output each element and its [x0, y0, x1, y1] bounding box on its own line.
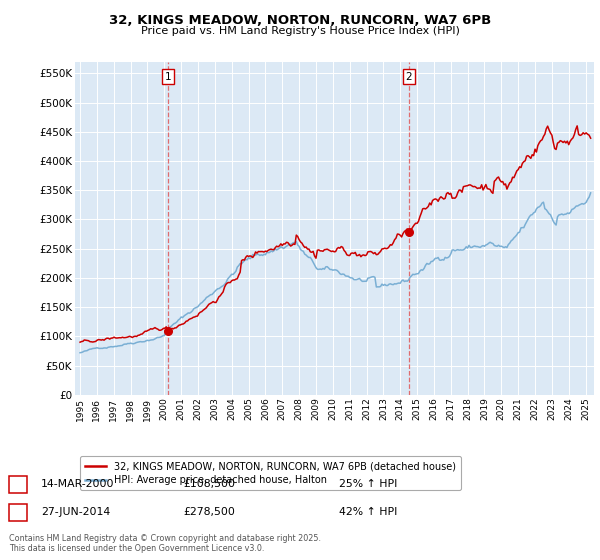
Text: 14-MAR-2000: 14-MAR-2000 — [41, 479, 115, 489]
Text: 1: 1 — [14, 479, 22, 489]
Text: Price paid vs. HM Land Registry's House Price Index (HPI): Price paid vs. HM Land Registry's House … — [140, 26, 460, 36]
Text: 2: 2 — [14, 507, 22, 517]
Legend: 32, KINGS MEADOW, NORTON, RUNCORN, WA7 6PB (detached house), HPI: Average price,: 32, KINGS MEADOW, NORTON, RUNCORN, WA7 6… — [80, 456, 461, 490]
Text: £278,500: £278,500 — [183, 507, 235, 517]
Text: Contains HM Land Registry data © Crown copyright and database right 2025.
This d: Contains HM Land Registry data © Crown c… — [9, 534, 321, 553]
Text: 32, KINGS MEADOW, NORTON, RUNCORN, WA7 6PB: 32, KINGS MEADOW, NORTON, RUNCORN, WA7 6… — [109, 14, 491, 27]
Text: 27-JUN-2014: 27-JUN-2014 — [41, 507, 110, 517]
Text: 1: 1 — [164, 72, 171, 82]
Text: 2: 2 — [406, 72, 412, 82]
Text: 42% ↑ HPI: 42% ↑ HPI — [339, 507, 397, 517]
Text: 25% ↑ HPI: 25% ↑ HPI — [339, 479, 397, 489]
Text: £108,500: £108,500 — [183, 479, 235, 489]
